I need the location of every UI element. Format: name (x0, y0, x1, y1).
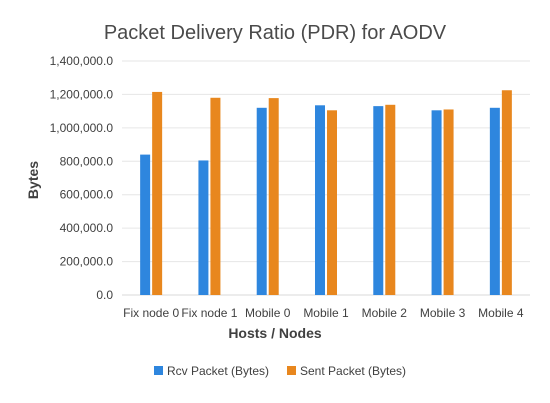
gridlines (122, 60, 530, 296)
bar-rcv (315, 105, 325, 296)
y-tick-labels: 0.0 200,000.0 400,000.0 600,000.0 800,000.0 1… (50, 54, 114, 302)
bar-sent (385, 104, 396, 295)
bar-sent (501, 90, 512, 295)
chart-title: Packet Delivery Ratio (PDR) for AODV (104, 22, 447, 44)
legend: Rcv Packet (Bytes) Sent Packet (Bytes) (154, 364, 406, 378)
x-tick-label: Fix node 0 (123, 306, 179, 320)
x-tick-label: Mobile 3 (420, 306, 466, 320)
x-tick-label: Mobile 1 (303, 306, 349, 320)
x-axis-title: Hosts / Nodes (228, 325, 322, 341)
legend-swatch (154, 366, 163, 375)
bar-sent (268, 98, 279, 295)
bar-rcv (140, 154, 151, 295)
y-tick-label: 1,200,000.0 (50, 87, 114, 101)
bar-rcv (489, 107, 500, 295)
y-tick-label: 1,000,000.0 (50, 121, 114, 135)
y-axis-title: Bytes (25, 161, 41, 199)
x-tick-label: Fix node 1 (181, 306, 237, 320)
y-tick-label: 1,400,000.0 (50, 54, 114, 68)
y-tick-label: 400,000.0 (60, 221, 114, 235)
x-tick-label: Mobile 4 (478, 306, 524, 320)
bar-sent (443, 109, 454, 295)
x-tick-label: Mobile 2 (362, 306, 408, 320)
legend-swatch (287, 366, 296, 375)
legend-label: Rcv Packet (Bytes) (167, 364, 269, 378)
bars-layer (140, 90, 512, 296)
bar-sent (327, 110, 337, 295)
y-tick-label: 600,000.0 (60, 188, 114, 202)
legend-label: Sent Packet (Bytes) (300, 364, 406, 378)
bar-rcv (431, 110, 442, 295)
x-tick-label: Mobile 0 (245, 306, 291, 320)
bar-sent (210, 97, 221, 296)
bar-rcv (256, 107, 267, 295)
y-tick-label: 200,000.0 (60, 255, 114, 269)
bar-rcv (198, 160, 209, 295)
bar-sent (152, 91, 163, 296)
x-tick-labels: Fix node 0 Fix node 1 Mobile 0 Mobile 1 Mobi… (123, 306, 524, 320)
y-tick-label: 800,000.0 (60, 154, 114, 168)
y-tick-label: 0.0 (96, 288, 113, 302)
bar-rcv (373, 106, 384, 295)
